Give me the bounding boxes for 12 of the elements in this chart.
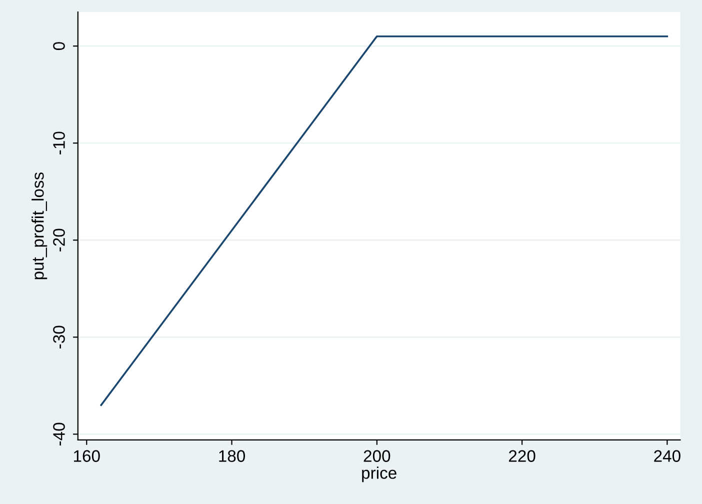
x-axis-title: price	[362, 466, 396, 482]
y-tick-label: -40	[53, 422, 65, 446]
y-tick-label: 0	[53, 42, 65, 50]
y-tick-label: -30	[53, 326, 65, 348]
y-tick-label: -20	[53, 228, 65, 252]
y-tick-label: -10	[53, 132, 65, 154]
x-tick-label: 160	[74, 450, 100, 462]
x-tick-label: 240	[654, 450, 680, 462]
x-tick-label: 180	[219, 450, 246, 462]
x-tick-label: 220	[508, 450, 536, 462]
x-tick-label: 200	[364, 450, 390, 462]
y-axis-title: put_profit_loss	[32, 172, 48, 280]
